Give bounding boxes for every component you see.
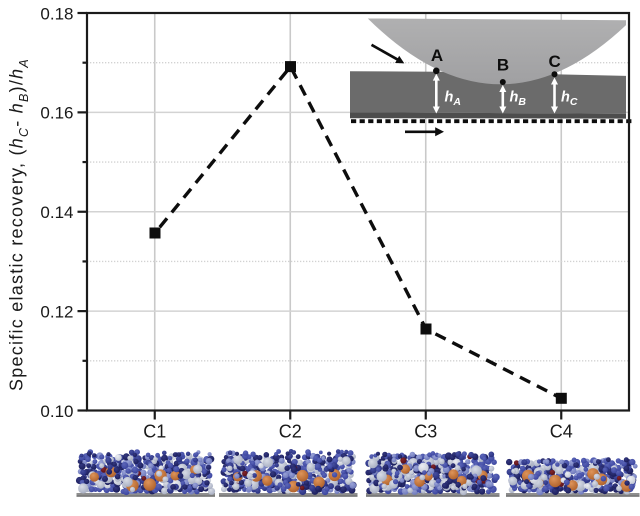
svg-text:0.12: 0.12 [40, 302, 73, 321]
svg-text:C2: C2 [279, 422, 302, 442]
svg-text:C4: C4 [550, 422, 573, 442]
svg-text:B: B [497, 55, 509, 74]
svg-text:0.18: 0.18 [40, 4, 73, 23]
svg-text:0.10: 0.10 [40, 402, 73, 421]
svg-text:C1: C1 [143, 422, 166, 442]
svg-text:C: C [548, 52, 560, 71]
svg-text:A: A [431, 46, 443, 65]
svg-text:0.14: 0.14 [40, 203, 73, 222]
svg-text:0.16: 0.16 [40, 104, 73, 123]
svg-text:C3: C3 [414, 422, 437, 442]
